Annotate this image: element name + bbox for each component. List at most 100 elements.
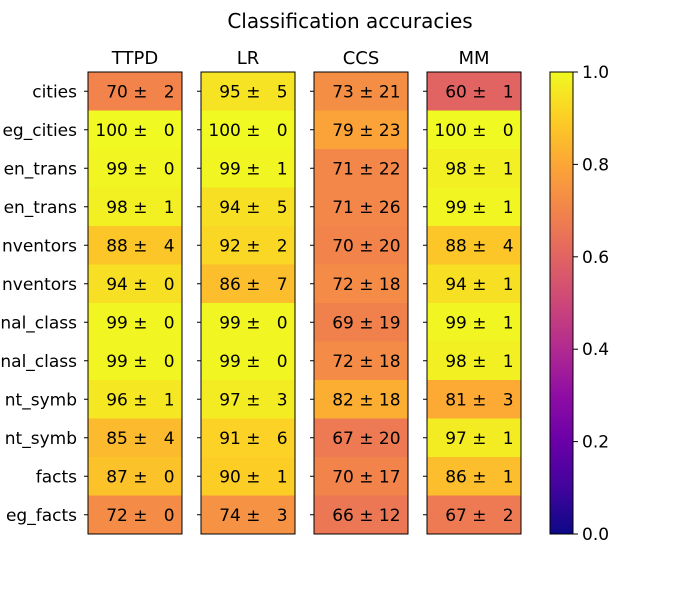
heatmap-cell [314,264,408,304]
heatmap-cell [201,226,295,265]
heatmap-cell [201,110,295,150]
cell-value-label: 98 ± 1 [434,159,513,179]
cell-value-label: 99 ± 0 [95,313,174,333]
heatmap-cell [314,495,408,535]
cell-value-label: 99 ± 1 [434,313,513,333]
heatmap-cell [314,226,408,265]
colorbar-tick-label: 0.8 [582,155,609,175]
cell-value-label: 72 ± 18 [321,352,400,372]
colorbar-tick-label: 0.2 [582,433,609,453]
heatmap-cell [88,457,182,496]
heatmap-cell [427,72,521,111]
heatmap-cell [88,495,182,535]
cell-value-label: 99 ± 0 [95,159,174,179]
heatmap-cell [88,226,182,265]
heatmap-cell [88,303,182,342]
heatmap-cell [427,303,521,342]
column-title: MM [458,48,489,69]
heatmap-cell [88,110,182,150]
heatmap-cell [427,149,521,188]
cell-value-label: 72 ± 18 [321,275,400,295]
heatmap-cell [201,341,295,381]
row-label: nt_symb [5,390,77,410]
cell-value-label: 100 ± 0 [434,121,513,141]
heatmap-cell [314,187,408,227]
cell-value-label: 72 ± 0 [95,506,174,526]
row-label: nal_class [0,313,77,333]
cell-value-label: 90 ± 1 [208,467,287,487]
cell-value-label: 97 ± 1 [434,429,513,449]
cell-value-label: 67 ± 20 [321,429,400,449]
cell-value-label: 60 ± 1 [434,82,513,102]
heatmap-cell [314,110,408,150]
heatmap-cell [201,495,295,535]
colorbar-tick-label: 0.4 [582,340,609,360]
panel-frame [313,71,409,535]
cell-value-label: 81 ± 3 [434,390,513,410]
cell-value-label: 88 ± 4 [434,236,513,256]
heatmap-cell [427,495,521,535]
cell-value-label: 85 ± 4 [95,429,174,449]
cell-value-label: 69 ± 19 [321,313,400,333]
panel-frame [426,71,522,535]
cell-value-label: 82 ± 18 [321,390,400,410]
cell-value-label: 99 ± 0 [95,352,174,372]
heatmap-cell [201,149,295,188]
row-labels: cities eg_cities en_trans en_trans nventors n… [0,82,77,526]
cell-value-label: 74 ± 3 [208,506,287,526]
cell-value-label: 94 ± 0 [95,275,174,295]
cell-value-label: 100 ± 0 [208,121,287,141]
row-label: nal_class [0,352,77,372]
heatmap-cell [88,187,182,227]
panel-ccs: CCS 73 ± 21 79 ± 23 71 ± 22 71 ± 26 70 ±… [310,48,409,535]
heatmap-cell [314,418,408,458]
heatmap-cell [427,187,521,227]
cell-value-label: 71 ± 22 [321,159,400,179]
colorbar-tick-label: 0.0 [582,525,609,545]
heatmap-cell [88,264,182,304]
colorbar-tick-label: 0.6 [582,248,609,268]
row-label: en_trans [4,159,78,179]
heatmap-cell [88,149,182,188]
heatmap-cell [88,380,182,419]
cell-value-label: 86 ± 7 [208,275,287,295]
cell-value-label: 94 ± 1 [434,275,513,295]
row-label: eg_facts [6,506,77,526]
heatmap-cell [201,264,295,304]
cell-value-label: 91 ± 6 [208,429,287,449]
colorbar-gradient [549,71,574,535]
row-label: en_trans [4,198,78,218]
cell-value-label: 86 ± 1 [434,467,513,487]
heatmap-cell [427,341,521,381]
cell-value-label: 99 ± 1 [434,198,513,218]
heatmap-cell [314,457,408,496]
column-title: LR [237,48,260,69]
cell-value-label: 97 ± 3 [208,390,287,410]
column-title: CCS [343,48,380,69]
cell-value-label: 98 ± 1 [434,352,513,372]
panel-frame [200,71,296,535]
cell-value-label: 87 ± 0 [95,467,174,487]
heatmap-cell [427,380,521,419]
column-title: TTPD [111,48,158,69]
cell-value-label: 95 ± 5 [208,82,287,102]
cell-value-label: 100 ± 0 [95,121,174,141]
heatmap-cell [88,341,182,381]
row-label: eg_cities [2,121,77,141]
cell-value-label: 92 ± 2 [208,236,287,256]
heatmap-cell [427,226,521,265]
heatmap-cell [201,457,295,496]
row-label: facts [36,467,77,487]
heatmap-cell [201,72,295,111]
heatmap-cell [314,72,408,111]
cell-value-label: 71 ± 26 [321,198,400,218]
heatmap-cell [201,303,295,342]
panel-mm: MM 60 ± 1 100 ± 0 98 ± 1 99 ± 1 88 ± 4 94… [423,48,522,535]
cell-value-label: 88 ± 4 [95,236,174,256]
colorbar: 0.0 0.2 0.4 0.6 0.8 1.0 [549,63,609,545]
chart-title: Classification accuracies [227,9,472,33]
heatmap-cell [201,380,295,419]
